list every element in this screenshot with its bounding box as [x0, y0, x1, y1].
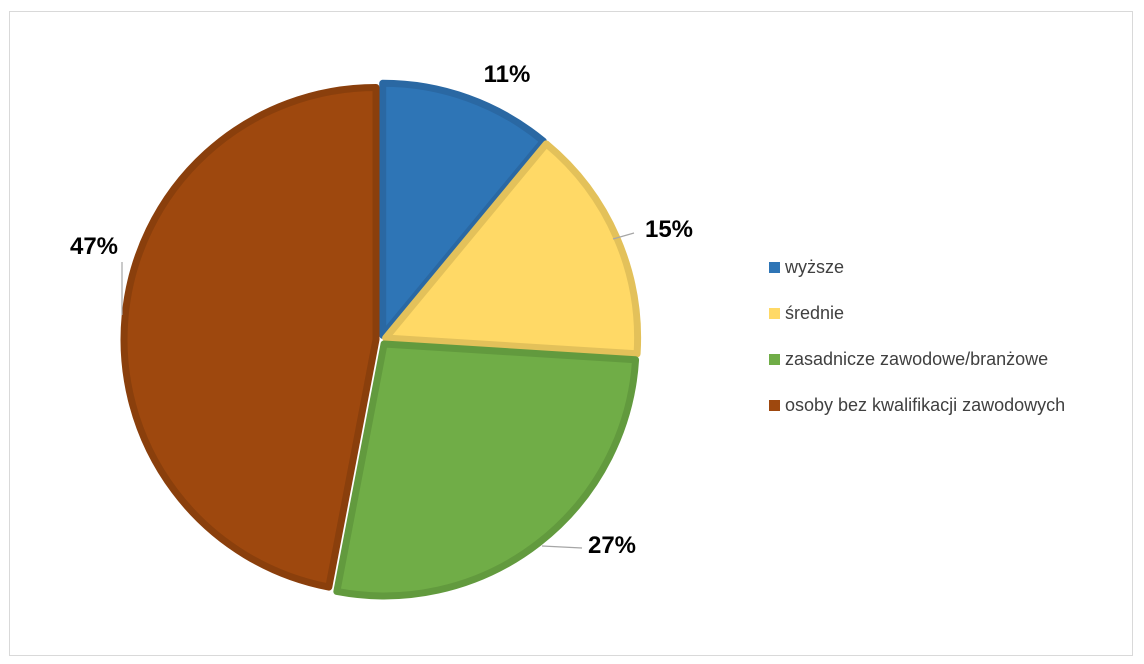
- legend-item-osoby-bez-kwalifikacji-zawodowych: osoby bez kwalifikacji zawodowych: [769, 393, 1065, 418]
- pie-slice-wyzsze: [379, 79, 547, 339]
- legend-swatch: [769, 354, 780, 365]
- legend-item-srednie: średnie: [769, 301, 1065, 326]
- leader-line-srednie: [612, 232, 635, 240]
- legend-item-zasadnicze-zawodowe-branzowe: zasadnicze zawodowe/branżowe: [769, 347, 1065, 372]
- legend-swatch: [769, 262, 780, 273]
- legend-label: zasadnicze zawodowe/branżowe: [785, 349, 1049, 369]
- legend-swatch: [769, 308, 780, 319]
- data-label-osoby-bez-kwalifikacji-zawodowych: 47%: [70, 233, 118, 260]
- data-label-wyzsze: 11%: [484, 61, 531, 88]
- leader-line-zasadnicze-zawodowe-branzowe: [541, 545, 583, 549]
- legend-label: osoby bez kwalifikacji zawodowych: [785, 395, 1066, 415]
- pie-slice-zasadnicze-zawodowe-branzowe: [333, 340, 640, 600]
- legend-swatch: [769, 400, 780, 411]
- legend-label: średnie: [785, 303, 845, 323]
- legend-label: wyższe: [785, 257, 845, 277]
- legend-item-wyzsze: wyższe: [769, 255, 1065, 280]
- data-label-zasadnicze-zawodowe-branzowe: 27%: [588, 532, 636, 559]
- pie-slice-osoby-bez-kwalifikacji-zawodowych: [120, 84, 380, 591]
- data-label-srednie: 15%: [645, 216, 693, 243]
- legend: wyższe średnie zasadnicze zawodowe/branżow…: [769, 255, 1065, 439]
